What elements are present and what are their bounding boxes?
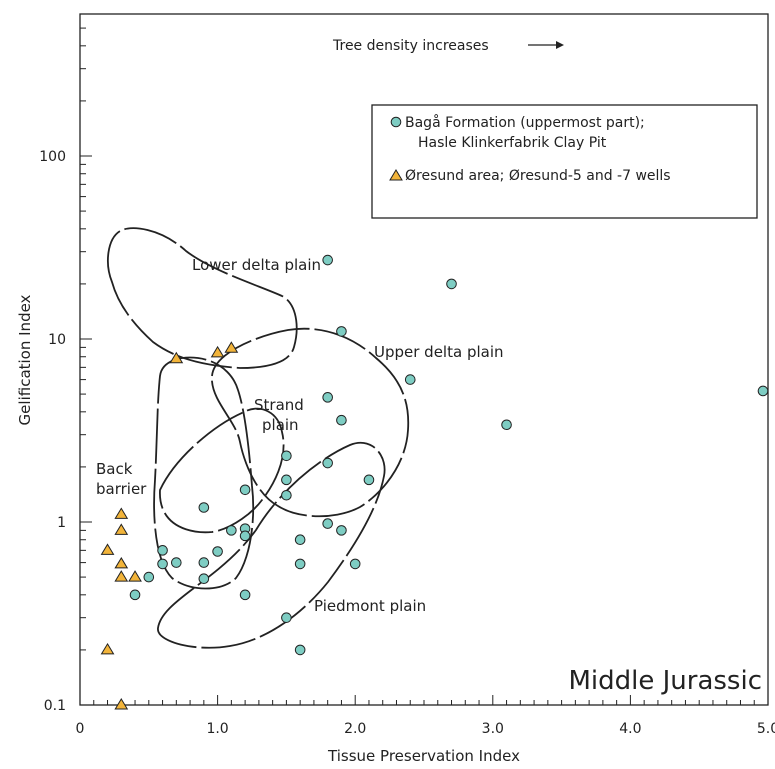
- data-point-circle: [239, 484, 251, 496]
- data-point-circle: [294, 534, 306, 546]
- data-point-circle: [281, 450, 292, 462]
- region-outline-upper-delta-plain: [211, 327, 410, 518]
- data-point-triangle: [114, 523, 129, 535]
- y-tick-label: 10: [48, 332, 66, 348]
- x-tick-label: 3.0: [482, 721, 504, 737]
- data-point-triangle: [100, 543, 115, 555]
- data-point-circle: [281, 489, 292, 501]
- data-point-circle: [349, 558, 361, 570]
- data-point-circle: [157, 545, 168, 556]
- data-point-circle: [143, 571, 155, 583]
- y-tick-label: 1: [57, 515, 66, 531]
- data-point-circle: [336, 525, 347, 536]
- y-tick-label: 0.1: [44, 698, 66, 714]
- data-point-triangle: [114, 698, 129, 710]
- data-point-circle: [322, 254, 333, 266]
- region-outlines: [107, 227, 410, 649]
- data-point-circle: [239, 589, 251, 601]
- region-outline-back-barrier: [153, 356, 255, 590]
- region-outline-piedmont-plain: [157, 442, 386, 649]
- data-point-triangle: [114, 507, 129, 519]
- data-point-circle: [281, 612, 292, 623]
- data-point-circle: [157, 558, 168, 570]
- region-label-strand-plain: plain: [262, 416, 299, 434]
- region-label-back-barrier: barrier: [96, 480, 147, 498]
- data-point-circle: [294, 558, 306, 570]
- tree-density-annotation: Tree density increases: [332, 38, 489, 54]
- data-point-triangle: [210, 345, 225, 358]
- legend-circle-marker: [390, 116, 402, 128]
- data-point-triangle: [114, 556, 129, 569]
- data-point-circle: [129, 589, 141, 601]
- data-point-circle: [363, 474, 375, 486]
- data-point-circle: [239, 530, 251, 542]
- region-label-lower-delta-plain: Lower delta plain: [192, 256, 321, 274]
- data-point-circle: [212, 546, 223, 557]
- region-label-upper-delta-plain: Upper delta plain: [374, 343, 504, 361]
- data-point-circle: [336, 414, 347, 426]
- data-point-circle: [404, 374, 416, 385]
- data-point-triangle: [224, 341, 239, 353]
- data-point-circle: [322, 392, 333, 403]
- data-point-triangle: [128, 570, 142, 582]
- y-axis-title: Gelification Index: [16, 294, 34, 425]
- x-tick-label: 5.0: [757, 721, 775, 737]
- data-point-circle: [501, 419, 512, 431]
- data-point-circle: [198, 502, 210, 513]
- data-point-circle: [198, 557, 210, 568]
- legend-label-oresund: Øresund area; Øresund-5 and -7 wells: [405, 168, 671, 184]
- x-tick-label: 2.0: [344, 721, 366, 737]
- data-markers: [100, 254, 769, 710]
- data-point-circle: [281, 474, 292, 486]
- data-point-circle: [294, 644, 306, 656]
- data-point-triangle: [100, 642, 115, 655]
- region-outline-lower-delta-plain: [107, 227, 298, 369]
- region-label-strand-plain: Strand: [254, 396, 304, 414]
- data-point-circle: [322, 518, 333, 529]
- arrow-right-icon: [528, 41, 564, 49]
- legend: Bagå Formation (uppermost part); Hasle K…: [371, 104, 758, 219]
- data-point-circle: [757, 385, 769, 397]
- legend-label-bagaa: Bagå Formation (uppermost part);: [405, 114, 645, 131]
- data-point-circle: [446, 278, 457, 290]
- region-outline-strand-plain: [159, 407, 285, 534]
- x-tick-label: 0: [76, 721, 85, 737]
- data-point-circle: [198, 573, 210, 584]
- x-tick-label: 1.0: [206, 721, 228, 737]
- x-axis: 0 1.0 2.0 3.0 4.0 5.0: [76, 695, 775, 737]
- x-tick-label: 4.0: [619, 721, 641, 737]
- data-point-circle: [322, 457, 333, 469]
- legend-label-bagaa-cont: Hasle Klinkerfabrik Clay Pit: [418, 135, 607, 151]
- data-point-triangle: [114, 570, 129, 582]
- legend-triangle-marker: [389, 169, 403, 181]
- region-label-back-barrier: Back: [96, 460, 133, 478]
- x-axis-title: Tissue Preservation Index: [327, 747, 520, 765]
- data-point-circle: [171, 557, 182, 568]
- data-point-triangle: [169, 351, 184, 364]
- region-label-piedmont-plain: Piedmont plain: [314, 597, 426, 615]
- data-point-circle: [336, 326, 347, 337]
- legend-box: [371, 104, 758, 219]
- corner-title: Middle Jurassic: [568, 666, 762, 696]
- data-point-circle: [226, 525, 237, 536]
- y-axis: 0.1 1 10 100: [39, 27, 92, 714]
- y-tick-label: 100: [39, 149, 66, 165]
